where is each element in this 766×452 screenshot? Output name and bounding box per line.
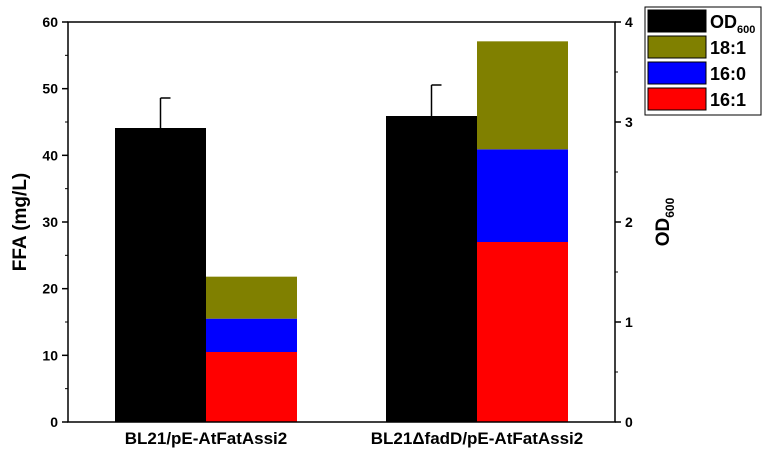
legend-label-subscript: 600 bbox=[737, 24, 755, 36]
legend-label-main: 16:1 bbox=[710, 90, 746, 110]
legend-label: 16:0 bbox=[710, 64, 746, 84]
ffa-bar-16-0 bbox=[477, 149, 568, 242]
left-tick-label: 30 bbox=[42, 214, 58, 230]
legend-label-main: 18:1 bbox=[710, 38, 746, 58]
category-label: BL21ΔfadD/pE-AtFatAssi2 bbox=[371, 429, 583, 448]
right-axis-title-subscript: 600 bbox=[663, 197, 677, 217]
right-tick-label: 1 bbox=[625, 314, 633, 330]
left-axis-title: FFA (mg/L) bbox=[10, 173, 31, 272]
legend-swatch bbox=[647, 87, 707, 111]
right-tick-label: 3 bbox=[625, 114, 633, 130]
left-tick-label: 60 bbox=[42, 14, 58, 30]
left-tick-label: 50 bbox=[42, 81, 58, 97]
left-tick-label: 40 bbox=[42, 147, 58, 163]
bars-layer bbox=[115, 41, 568, 422]
legend-label-main: 16:0 bbox=[710, 64, 746, 84]
legend-label: 18:1 bbox=[710, 38, 746, 58]
ffa-bar-16-1 bbox=[206, 352, 297, 422]
od-bar bbox=[115, 128, 206, 422]
legend-label: OD600 bbox=[710, 12, 755, 36]
left-tick-label: 0 bbox=[50, 414, 58, 430]
axes-layer bbox=[62, 21, 621, 423]
right-tick-label: 2 bbox=[625, 214, 633, 230]
ffa-bar-18-1 bbox=[206, 276, 297, 319]
legend-label: 16:1 bbox=[710, 90, 746, 110]
legend-swatch bbox=[647, 35, 707, 59]
ffa-bar-18-1 bbox=[477, 41, 568, 150]
legend-swatch bbox=[647, 9, 707, 33]
left-tick-label: 20 bbox=[42, 281, 58, 297]
right-tick-label: 0 bbox=[625, 414, 633, 430]
legend-swatch bbox=[647, 61, 707, 85]
right-tick-label: 4 bbox=[625, 14, 633, 30]
ffa-bar-16-1 bbox=[477, 242, 568, 422]
category-label: BL21/pE-AtFatAssi2 bbox=[125, 429, 287, 448]
right-axis-title-main: OD bbox=[653, 218, 674, 247]
left-tick-label: 10 bbox=[42, 347, 58, 363]
ffa-bar-16-0 bbox=[206, 318, 297, 352]
od-bar bbox=[386, 116, 477, 422]
labels-layer: BL21/pE-AtFatAssi2 BL21ΔfadD/pE-AtFatAssi… bbox=[10, 14, 677, 448]
right-axis-title: OD600 bbox=[653, 197, 677, 246]
legend-label-main: OD bbox=[710, 12, 737, 32]
